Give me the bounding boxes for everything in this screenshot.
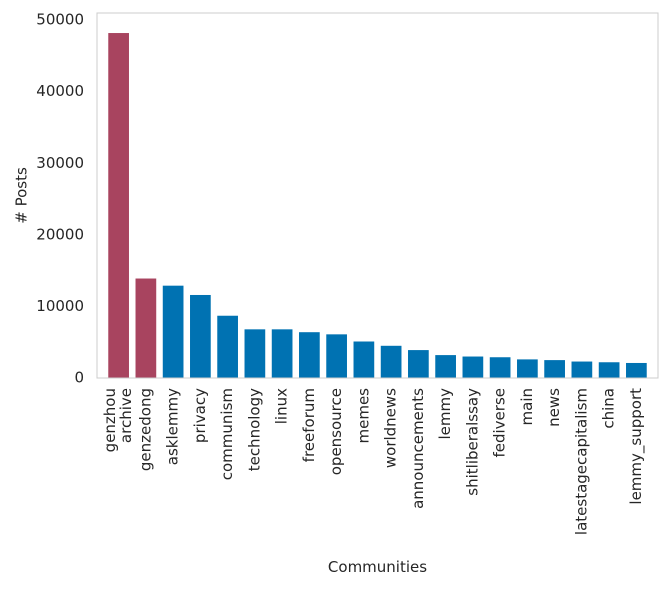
bar-latestagecapitalism: [571, 361, 593, 378]
x-tick-label-line: main: [518, 388, 536, 425]
x-tick-label: technology: [245, 388, 263, 471]
bar-asklemmy: [162, 285, 184, 378]
y-tick-label: 20000: [36, 225, 84, 243]
x-tick-label-line: genzedong: [136, 388, 154, 471]
x-tick-label-line: memes: [354, 388, 372, 444]
x-tick-label: main: [518, 388, 536, 425]
y-tick-label: 30000: [36, 154, 84, 172]
x-tick-label-line: opensource: [327, 388, 345, 475]
y-tick-label: 40000: [36, 82, 84, 100]
y-tick-label: 10000: [36, 297, 84, 315]
x-tick-label: worldnews: [382, 388, 400, 468]
x-tick-label: news: [545, 388, 563, 427]
x-tick-label-line: lemmy_support: [627, 388, 646, 505]
x-tick-label: opensource: [327, 388, 345, 475]
x-tick-label: china: [600, 388, 618, 429]
x-tick-label: lemmy: [436, 388, 454, 440]
y-axis-label: # Posts: [13, 167, 31, 224]
bar-linux: [271, 329, 293, 378]
bar-main: [517, 359, 538, 378]
bar-technology: [244, 329, 266, 378]
x-tick-label-line: technology: [245, 388, 263, 471]
bar-lemmy_support: [626, 362, 647, 378]
x-tick-label-line: announcements: [409, 388, 427, 509]
x-tick-label-line: freeforum: [300, 388, 318, 462]
bar-genzhou-archive: [108, 33, 129, 378]
x-tick-label: genzedong: [136, 388, 154, 471]
x-tick-label-line: shitliberalssay: [463, 388, 481, 496]
bar-worldnews: [380, 345, 402, 378]
x-tick-label-line: worldnews: [382, 388, 400, 468]
x-tick-label-line: china: [600, 388, 618, 429]
bar-genzedong: [135, 278, 157, 378]
bars-group: [108, 33, 647, 378]
x-tick-label-line: privacy: [191, 388, 209, 443]
x-tick-label: asklemmy: [164, 388, 182, 465]
x-tick-label-line: fediverse: [491, 388, 509, 458]
x-tick-label: privacy: [191, 388, 209, 443]
x-tick-label: linux: [273, 388, 291, 424]
y-tick-label: 0: [74, 369, 84, 387]
x-tick-label-line: lemmy: [436, 388, 454, 440]
bar-announcements: [408, 350, 429, 378]
x-tick-label: fediverse: [491, 388, 509, 458]
bar-lemmy: [435, 355, 456, 378]
y-ticks-group: 0 10000 20000 30000 40000 50000: [36, 11, 84, 387]
bar-memes: [353, 341, 375, 378]
bar-fediverse: [489, 357, 511, 378]
bar-opensource: [326, 334, 347, 378]
x-tick-label: announcements: [409, 388, 427, 509]
bar-privacy: [190, 294, 211, 378]
x-tick-label-line: archive: [117, 388, 135, 443]
y-tick-label: 50000: [36, 11, 84, 29]
x-tick-label-line: communism: [218, 388, 236, 480]
bar-shitliberalssay: [462, 356, 484, 378]
bar-freeforum: [299, 332, 320, 378]
bar-china: [598, 362, 620, 378]
x-tick-label: memes: [354, 388, 372, 444]
bar-communism: [217, 315, 238, 378]
x-tick-label-line: linux: [273, 388, 291, 424]
x-tick-label-line: news: [545, 388, 563, 427]
x-tick-label: lemmy_support: [627, 388, 646, 505]
x-tick-label-line: genzhou: [101, 388, 119, 452]
x-tick-label-line: latestagecapitalism: [572, 388, 590, 535]
x-tick-label: latestagecapitalism: [572, 388, 590, 535]
x-tick-label: communism: [218, 388, 236, 480]
x-tick-label-line: asklemmy: [164, 388, 182, 465]
x-tick-label: shitliberalssay: [463, 388, 481, 496]
x-axis-label: Communities: [328, 558, 427, 576]
x-tick-label: freeforum: [300, 388, 318, 462]
bar-news: [544, 360, 565, 378]
plot-frame: [96, 12, 659, 379]
